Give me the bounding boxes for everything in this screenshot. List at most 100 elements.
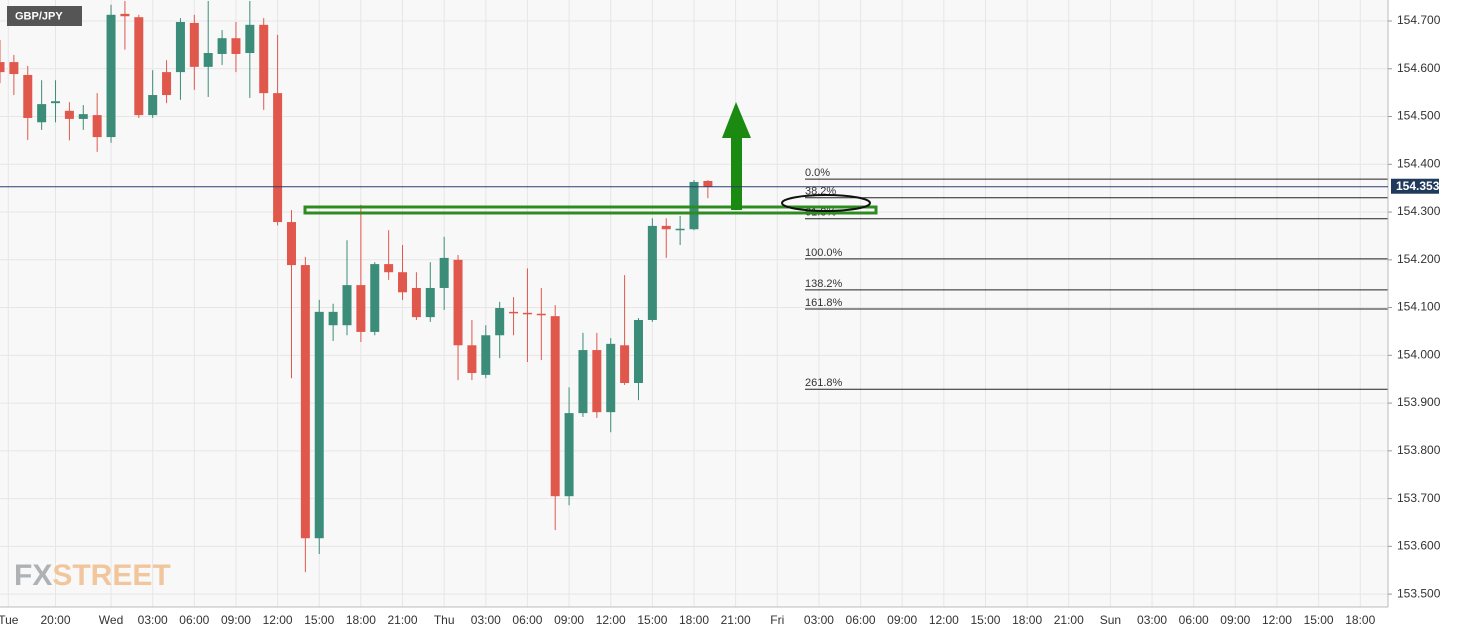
- logo-fx: FXSTREET: [14, 559, 171, 592]
- symbol: GBP/JPY: [15, 10, 63, 22]
- y-tick-label: 154.400: [1397, 156, 1441, 170]
- last-price-box: [1391, 178, 1439, 194]
- candle-body: [64, 110, 74, 119]
- x-tick-label: Thu: [434, 613, 455, 627]
- x-tick-label: 12:00: [596, 613, 626, 627]
- candle-body: [384, 264, 394, 273]
- candle-body: [495, 308, 505, 336]
- y-tick-label: 153.800: [1397, 443, 1441, 457]
- x-tick-label: 18:00: [346, 613, 376, 627]
- candle-body: [175, 21, 185, 73]
- candle-body: [51, 101, 61, 104]
- candle-body: [342, 285, 352, 326]
- fib-label: 261.8%: [805, 377, 843, 389]
- symbol-box: [7, 6, 82, 26]
- candle-body: [273, 93, 283, 223]
- x-tick-label: 12:00: [929, 613, 959, 627]
- candle-body: [592, 350, 602, 413]
- candle-body: [217, 38, 227, 54]
- candle-body: [481, 335, 491, 375]
- x-tick-label: Sun: [1100, 613, 1121, 627]
- x-tick-label: 18:00: [1345, 613, 1375, 627]
- x-tick-label: 09:00: [221, 613, 251, 627]
- candle-body: [9, 62, 19, 75]
- x-tick-label: 06:00: [512, 613, 542, 627]
- candle-body: [300, 265, 310, 539]
- candle-body: [411, 287, 421, 318]
- y-tick-label: 153.900: [1397, 395, 1441, 409]
- y-tick-label: 154.700: [1397, 13, 1441, 27]
- x-tick-label: 03:00: [804, 613, 834, 627]
- y-tick-label: 154.300: [1397, 204, 1441, 218]
- x-tick-label: 09:00: [887, 613, 917, 627]
- x-tick-label: 06:00: [179, 613, 209, 627]
- candle-body: [550, 316, 560, 497]
- x-tick-label: 06:00: [846, 613, 876, 627]
- y-tick-label: 154.500: [1397, 109, 1441, 123]
- candle-body: [259, 24, 269, 94]
- candles: [0, 0, 713, 573]
- candle-body: [536, 313, 546, 316]
- candle-body: [0, 62, 5, 73]
- x-tick-label: 21:00: [1054, 613, 1084, 627]
- candle-body: [286, 222, 296, 266]
- x-tick-label: 03:00: [138, 613, 168, 627]
- candle-body: [231, 38, 241, 54]
- candle-body: [203, 53, 213, 67]
- x-tick-label: 20:00: [41, 613, 71, 627]
- candle-body: [606, 343, 616, 413]
- x-tick-label: 15:00: [1304, 613, 1334, 627]
- candle-body: [370, 264, 380, 332]
- highlight-ellipse: [781, 194, 871, 212]
- x-tick-label: 15:00: [970, 613, 1000, 627]
- x-tick-label: 18:00: [1012, 613, 1042, 627]
- candle-body: [92, 115, 102, 138]
- candle-body: [134, 17, 144, 116]
- candle-body: [148, 95, 158, 116]
- candle-body: [425, 287, 435, 318]
- last-price-label: 154.353: [1396, 179, 1440, 193]
- x-tick-label: 21:00: [721, 613, 751, 627]
- candle-body: [578, 350, 588, 414]
- up-arrow: [722, 102, 751, 210]
- y-tick-label: 154.000: [1397, 347, 1441, 361]
- candle-body: [162, 72, 172, 96]
- candle-body: [467, 345, 477, 373]
- grid: [0, 0, 1388, 607]
- x-tick-label: 03:00: [1137, 613, 1167, 627]
- candle-body: [633, 319, 643, 384]
- candle-body: [245, 24, 255, 54]
- x-tick-label: Tue: [0, 613, 19, 627]
- fib-label: 0.0%: [805, 167, 830, 179]
- fib-label: 138.2%: [805, 278, 843, 290]
- candle-body: [703, 181, 713, 187]
- y-tick-label: 153.500: [1397, 586, 1441, 600]
- x-tick-label: 15:00: [304, 613, 334, 627]
- candle-body: [78, 114, 88, 119]
- x-tick-label: 06:00: [1179, 613, 1209, 627]
- candle-body: [120, 13, 130, 17]
- y-tick-label: 154.100: [1397, 300, 1441, 314]
- fibonacci-levels: 0.0%38.2%61.8%100.0%138.2%161.8%261.8%: [805, 167, 1388, 390]
- candle-body: [328, 311, 338, 326]
- x-tick-label: 18:00: [679, 613, 709, 627]
- candle-body: [37, 104, 47, 123]
- y-tick-label: 154.600: [1397, 61, 1441, 75]
- x-tick-label: 12:00: [263, 613, 293, 627]
- candle-body: [509, 311, 519, 314]
- candle-body: [661, 225, 671, 230]
- candle-body: [620, 345, 630, 384]
- candle-body: [314, 311, 324, 539]
- candle-body: [106, 14, 116, 138]
- logo-part: STREET: [52, 559, 170, 592]
- x-tick-label: 21:00: [388, 613, 418, 627]
- candle-body: [398, 272, 408, 293]
- candle-body: [23, 74, 33, 118]
- x-tick-label: Fri: [770, 613, 784, 627]
- fib-label: 100.0%: [805, 247, 843, 259]
- candle-body: [453, 259, 463, 346]
- candle-body: [564, 413, 574, 497]
- x-tick-label: 15:00: [637, 613, 667, 627]
- candle-body: [522, 312, 532, 315]
